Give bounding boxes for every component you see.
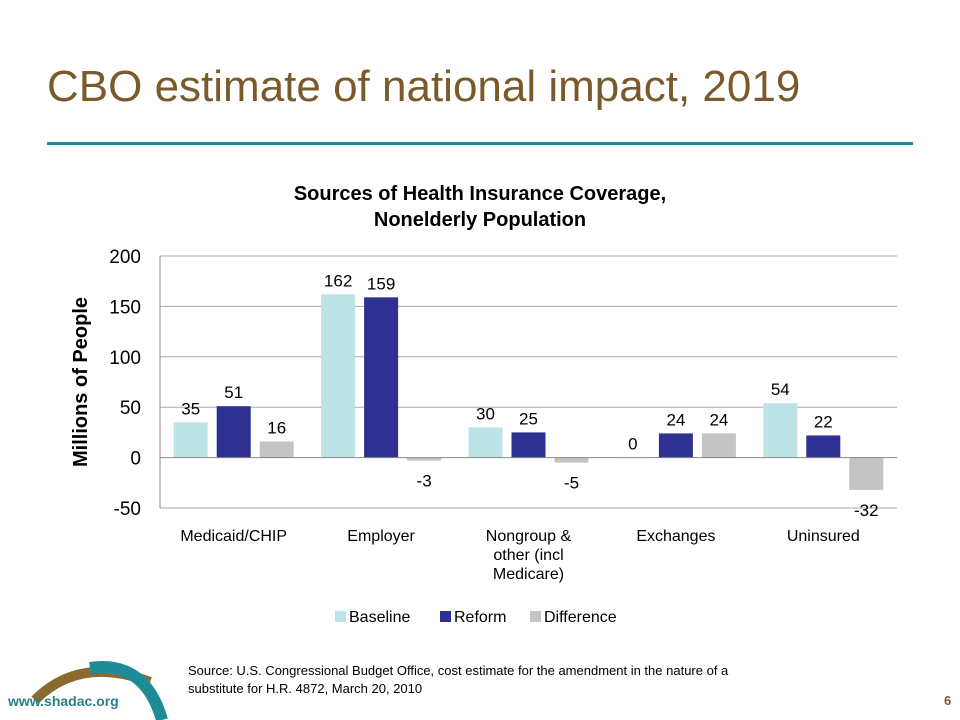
x-tick-label: Nongroup & <box>486 528 572 545</box>
y-tick-label: 150 <box>109 297 141 318</box>
shadac-logo <box>31 661 168 720</box>
bar-difference <box>701 433 736 458</box>
data-label: 16 <box>267 418 286 437</box>
legend-swatch <box>530 611 541 622</box>
y-tick-label: -50 <box>114 499 141 520</box>
y-tick-label: 200 <box>109 247 141 268</box>
data-label: 24 <box>709 410 728 429</box>
legend-swatch <box>335 611 346 622</box>
bar-baseline <box>321 294 356 458</box>
bar-reform <box>806 435 841 458</box>
bar-difference <box>259 441 294 458</box>
y-tick-label: 0 <box>130 449 141 470</box>
y-tick-label: 100 <box>109 348 141 369</box>
bar-difference <box>407 457 442 461</box>
data-label: 25 <box>519 409 538 428</box>
coverage-bar-chart: Sources of Health Insurance Coverage, No… <box>70 183 897 626</box>
slide-title: CBO estimate of national impact, 2019 <box>47 62 801 111</box>
bar-reform <box>511 432 546 458</box>
bar-difference <box>554 457 589 463</box>
x-tick-label: Medicare) <box>493 566 564 583</box>
source-note: Source: U.S. Congressional Budget Office… <box>188 662 888 698</box>
x-tick-label: Medicaid/CHIP <box>180 528 287 545</box>
source-line-2: substitute for H.R. 4872, March 20, 2010 <box>188 681 423 696</box>
x-tick-label: other (incl <box>493 547 563 564</box>
data-label: 30 <box>476 404 495 423</box>
source-line-1: Source: U.S. Congressional Budget Office… <box>188 663 729 678</box>
data-label: -3 <box>417 472 432 491</box>
x-tick-label: Exchanges <box>636 528 715 545</box>
chart-title-line2: Nonelderly Population <box>374 209 586 231</box>
data-label: -5 <box>564 474 579 493</box>
data-label: 162 <box>324 271 352 290</box>
legend-label: Difference <box>544 609 617 626</box>
page-number: 6 <box>944 693 952 708</box>
y-axis-label: Millions of People <box>70 297 92 467</box>
title-divider <box>47 142 913 145</box>
data-label: 159 <box>367 274 395 293</box>
data-label: 22 <box>814 412 833 431</box>
data-label: 35 <box>181 399 200 418</box>
data-label: 54 <box>771 380 790 399</box>
data-label: 51 <box>224 383 243 402</box>
bar-reform <box>364 297 399 458</box>
bar-baseline <box>763 403 798 458</box>
data-label: 24 <box>666 410 685 429</box>
website-link[interactable]: www.shadac.org <box>8 693 119 709</box>
y-tick-label: 50 <box>120 398 141 419</box>
legend-label: Reform <box>454 609 506 626</box>
data-label: 0 <box>628 435 637 454</box>
bar-reform <box>658 433 693 458</box>
bar-difference <box>849 457 884 490</box>
data-label: -32 <box>854 501 879 520</box>
x-tick-label: Employer <box>347 528 415 545</box>
x-tick-label: Uninsured <box>787 528 860 545</box>
legend-label: Baseline <box>349 609 410 626</box>
bar-reform <box>216 406 251 458</box>
bar-baseline <box>468 427 503 458</box>
bar-baseline <box>173 422 208 458</box>
chart-title-line1: Sources of Health Insurance Coverage, <box>294 183 666 205</box>
legend-swatch <box>440 611 451 622</box>
